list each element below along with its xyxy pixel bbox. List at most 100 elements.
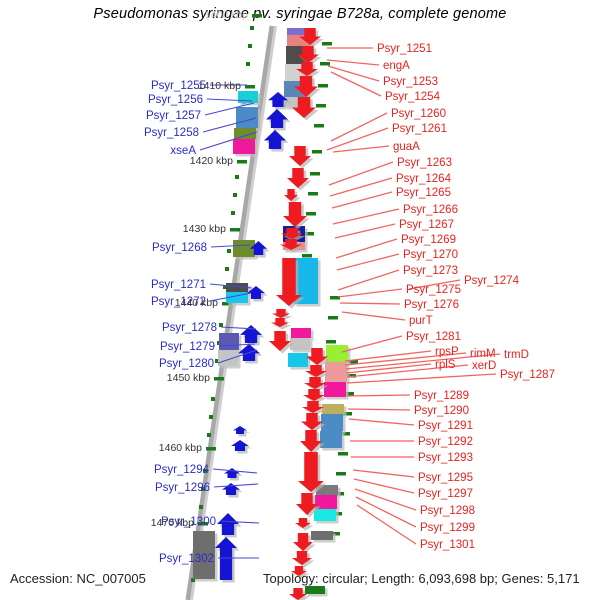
gene-label-right[interactable]: Psyr_1261 <box>392 123 447 135</box>
gene-label-right[interactable]: engA <box>383 60 410 72</box>
gene-arrow-reverse[interactable] <box>295 518 311 528</box>
gene-label-right[interactable]: Psyr_1260 <box>391 108 446 120</box>
feature-block[interactable] <box>320 431 342 448</box>
feature-block[interactable] <box>315 495 337 509</box>
feature-block[interactable] <box>290 338 310 350</box>
feature-block[interactable] <box>311 531 333 540</box>
gene-label-right[interactable]: Psyr_1292 <box>418 436 473 448</box>
gene-arrow-forward[interactable] <box>217 513 239 535</box>
gene-label-left[interactable]: Psyr_1278 <box>162 322 217 334</box>
gene-label-right[interactable]: Psyr_1266 <box>403 204 458 216</box>
gene-label-left[interactable]: Psyr_1294 <box>154 464 210 476</box>
gene-arrow-reverse[interactable] <box>289 588 307 600</box>
feature-block[interactable] <box>314 509 336 521</box>
gene-arrow-forward[interactable] <box>240 325 262 343</box>
gene-label-right[interactable]: Psyr_1295 <box>418 472 473 484</box>
forward-strand-genes[interactable] <box>215 92 291 583</box>
gene-arrow-forward[interactable] <box>222 483 240 495</box>
gene-arrow-reverse[interactable] <box>299 28 321 45</box>
gene-label-right[interactable]: rpsP <box>435 346 459 358</box>
gene-label-right[interactable]: Psyr_1254 <box>385 91 441 103</box>
feature-blocks[interactable] <box>193 28 351 597</box>
gene-label-right[interactable]: Psyr_1270 <box>403 249 458 261</box>
gene-label-left[interactable]: Psyr_1272 <box>151 296 206 308</box>
gene-arrow-reverse[interactable] <box>293 533 313 551</box>
gene-arrow-reverse[interactable] <box>304 377 326 389</box>
gene-arrow-reverse[interactable] <box>296 493 318 515</box>
gene-label-left[interactable]: xseA <box>170 145 196 157</box>
feature-block[interactable] <box>236 107 258 128</box>
gene-label-right[interactable]: Psyr_1299 <box>420 522 475 534</box>
gene-label-right[interactable]: Psyr_1287 <box>500 369 555 381</box>
gene-label-right[interactable]: Psyr_1265 <box>396 187 451 199</box>
gene-label-right[interactable]: Psyr_1298 <box>420 505 475 517</box>
feature-block[interactable] <box>193 531 215 579</box>
gene-arrow-reverse[interactable] <box>289 146 311 166</box>
gene-arrow-reverse[interactable] <box>284 189 298 201</box>
gene-arrow-reverse[interactable] <box>283 202 307 227</box>
gene-label-right[interactable]: purT <box>409 315 433 327</box>
feature-block[interactable] <box>316 485 338 495</box>
gene-label-right[interactable]: Psyr_1274 <box>464 275 520 287</box>
gene-label-left[interactable]: Psyr_1256 <box>148 94 203 106</box>
feature-block[interactable] <box>288 353 308 367</box>
gene-arrow-forward[interactable] <box>264 130 286 149</box>
gene-label-left[interactable]: Psyr_1280 <box>159 358 214 370</box>
feature-block[interactable] <box>324 382 346 397</box>
feature-block[interactable] <box>226 283 248 292</box>
gene-arrow-reverse[interactable] <box>297 46 319 63</box>
feature-block[interactable] <box>322 404 344 414</box>
gene-label-right[interactable]: Psyr_1297 <box>418 488 473 500</box>
gene-arrow-forward[interactable] <box>233 426 247 434</box>
feature-block[interactable] <box>325 362 347 382</box>
gene-label-left[interactable]: Psyr_1268 <box>152 242 207 254</box>
right-gene-labels[interactable]: Psyr_1251 engA Psyr_1253 Psyr_1254 Psyr_1260… <box>377 43 555 551</box>
reverse-strand-genes[interactable] <box>269 28 331 600</box>
gene-label-right[interactable]: Psyr_1301 <box>420 539 475 551</box>
gene-label-right[interactable]: xerD <box>472 360 496 372</box>
feature-block[interactable] <box>287 28 311 35</box>
gene-label-left[interactable]: Psyr_1271 <box>151 279 206 291</box>
gene-label-right[interactable]: Psyr_1289 <box>414 390 469 402</box>
feature-block[interactable] <box>219 333 239 350</box>
gene-arrow-forward[interactable] <box>247 286 265 299</box>
gene-arrow-reverse[interactable] <box>298 452 324 492</box>
gene-arrow-reverse[interactable] <box>269 331 291 351</box>
gene-label-right[interactable]: Psyr_1264 <box>396 173 452 185</box>
gene-arrow-reverse[interactable] <box>300 430 322 452</box>
feature-block[interactable] <box>287 35 311 46</box>
gene-label-right[interactable]: trmD <box>504 349 529 361</box>
gene-arrow-reverse[interactable] <box>280 239 302 250</box>
gene-arrow-reverse[interactable] <box>302 401 324 413</box>
gene-arrow-forward[interactable] <box>231 440 249 451</box>
gene-label-left[interactable]: Psyr_1279 <box>160 341 215 353</box>
gene-arrow-reverse[interactable] <box>291 566 307 576</box>
gene-label-right[interactable]: Psyr_1267 <box>399 219 454 231</box>
gene-arrow-reverse[interactable] <box>272 309 290 318</box>
gene-label-right[interactable]: Psyr_1269 <box>401 234 456 246</box>
feature-block[interactable] <box>226 292 248 303</box>
gene-arrow-reverse[interactable] <box>271 318 289 327</box>
gene-arrow-reverse[interactable] <box>296 62 318 76</box>
gene-arrow-forward[interactable] <box>224 468 240 478</box>
gene-label-left[interactable]: Psyr_1302 <box>159 553 214 565</box>
gene-label-right[interactable]: rplS <box>435 359 456 371</box>
feature-block[interactable] <box>326 345 348 362</box>
gene-arrow-forward[interactable] <box>268 92 288 107</box>
gene-label-left[interactable]: Psyr_1258 <box>144 127 199 139</box>
gene-arrow-reverse[interactable] <box>294 76 318 97</box>
feature-block[interactable] <box>305 586 325 594</box>
gene-label-right[interactable]: Psyr_1263 <box>397 157 452 169</box>
feature-block[interactable] <box>284 97 308 107</box>
gene-arrow-reverse[interactable] <box>305 365 327 377</box>
gene-arrow-reverse[interactable] <box>276 258 302 306</box>
gene-label-right[interactable]: Psyr_1253 <box>383 76 438 88</box>
gene-label-right[interactable]: Psyr_1275 <box>406 284 461 296</box>
gene-label-right[interactable]: rimM <box>470 348 496 360</box>
gene-arrow-reverse[interactable] <box>303 389 325 401</box>
gene-label-right[interactable]: Psyr_1276 <box>404 299 459 311</box>
gene-label-right[interactable]: Psyr_1281 <box>406 331 461 343</box>
gene-arrow-forward[interactable] <box>266 109 288 128</box>
gene-label-left[interactable]: Psyr_1257 <box>146 110 201 122</box>
